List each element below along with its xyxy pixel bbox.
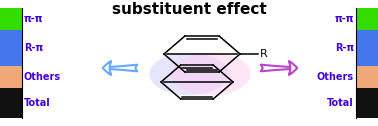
Bar: [356, 30, 378, 66]
Bar: [0, 30, 22, 66]
Bar: [356, 66, 378, 88]
Text: Total: Total: [327, 98, 354, 108]
Text: R: R: [260, 49, 268, 59]
FancyArrowPatch shape: [261, 61, 297, 75]
Bar: [0, 88, 22, 118]
Bar: [0, 8, 22, 30]
Bar: [356, 88, 378, 118]
Text: R-π: R-π: [24, 43, 43, 53]
Text: Others: Others: [317, 72, 354, 82]
Text: π-π: π-π: [335, 14, 354, 24]
FancyArrowPatch shape: [103, 61, 137, 75]
Text: substituent effect: substituent effect: [112, 2, 266, 17]
Text: π-π: π-π: [24, 14, 43, 24]
Text: Others: Others: [24, 72, 61, 82]
Bar: [0, 66, 22, 88]
Ellipse shape: [171, 53, 251, 95]
Bar: [356, 8, 378, 30]
Text: Total: Total: [24, 98, 51, 108]
Text: R-π: R-π: [335, 43, 354, 53]
Ellipse shape: [149, 53, 229, 95]
